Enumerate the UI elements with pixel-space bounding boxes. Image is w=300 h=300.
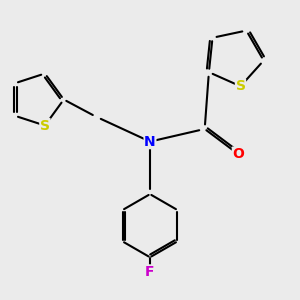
Text: S: S <box>236 79 245 93</box>
Text: F: F <box>145 265 155 279</box>
Text: S: S <box>40 118 50 133</box>
Text: O: O <box>232 147 244 161</box>
Text: N: N <box>144 135 156 148</box>
